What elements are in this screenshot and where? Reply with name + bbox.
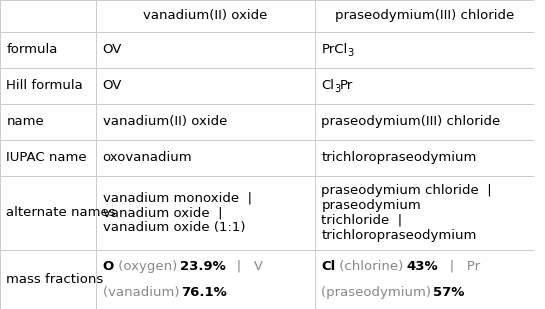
Text: trichloropraseodymium: trichloropraseodymium — [322, 151, 477, 164]
Text: mass fractions: mass fractions — [7, 273, 104, 286]
Text: 3: 3 — [347, 49, 353, 58]
Bar — [96, 32, 315, 68]
Text: Cl: Cl — [322, 79, 335, 92]
Text: |   V: | V — [225, 260, 263, 273]
Bar — [96, 68, 315, 104]
Text: 23.9%: 23.9% — [180, 260, 226, 273]
Bar — [0, 0, 96, 32]
Bar — [315, 32, 534, 68]
Text: 57%: 57% — [433, 286, 465, 299]
Bar — [96, 140, 315, 176]
Bar — [0, 32, 96, 68]
Text: 76.1%: 76.1% — [181, 286, 227, 299]
Text: Cl: Cl — [322, 260, 336, 273]
Bar — [0, 140, 96, 176]
Text: vanadium monoxide  |
vanadium oxide  |
vanadium oxide (1:1): vanadium monoxide | vanadium oxide | van… — [102, 191, 251, 234]
Text: OV: OV — [102, 43, 122, 56]
Text: praseodymium(III) chloride: praseodymium(III) chloride — [322, 115, 501, 128]
Text: 43%: 43% — [407, 260, 438, 273]
Text: vanadium(II) oxide: vanadium(II) oxide — [143, 9, 268, 22]
Text: (vanadium): (vanadium) — [102, 286, 183, 299]
Text: oxovanadium: oxovanadium — [102, 151, 192, 164]
Text: PrCl: PrCl — [322, 43, 348, 56]
Bar — [0, 250, 96, 309]
Text: OV: OV — [102, 79, 122, 92]
Bar — [96, 176, 315, 250]
Text: (praseodymium): (praseodymium) — [322, 286, 435, 299]
Text: formula: formula — [7, 43, 58, 56]
Bar — [96, 250, 315, 309]
Bar — [96, 0, 315, 32]
Text: Pr: Pr — [340, 79, 354, 92]
Text: praseodymium chloride  |
praseodymium
trichloride  |
trichloropraseodymium: praseodymium chloride | praseodymium tri… — [322, 184, 492, 242]
Text: Hill formula: Hill formula — [7, 79, 83, 92]
Bar — [315, 176, 534, 250]
Bar — [96, 104, 315, 140]
Bar — [0, 104, 96, 140]
Text: alternate names: alternate names — [7, 206, 116, 219]
Text: 3: 3 — [334, 84, 341, 95]
Bar — [0, 68, 96, 104]
Text: |   Pr: | Pr — [437, 260, 481, 273]
Text: vanadium(II) oxide: vanadium(II) oxide — [102, 115, 227, 128]
Bar — [315, 104, 534, 140]
Text: praseodymium(III) chloride: praseodymium(III) chloride — [335, 9, 514, 22]
Bar — [315, 140, 534, 176]
Text: (oxygen): (oxygen) — [113, 260, 181, 273]
Bar — [0, 176, 96, 250]
Bar — [315, 250, 534, 309]
Text: name: name — [7, 115, 44, 128]
Bar — [315, 0, 534, 32]
Text: O: O — [102, 260, 114, 273]
Bar — [315, 68, 534, 104]
Text: IUPAC name: IUPAC name — [7, 151, 87, 164]
Text: (chlorine): (chlorine) — [335, 260, 408, 273]
